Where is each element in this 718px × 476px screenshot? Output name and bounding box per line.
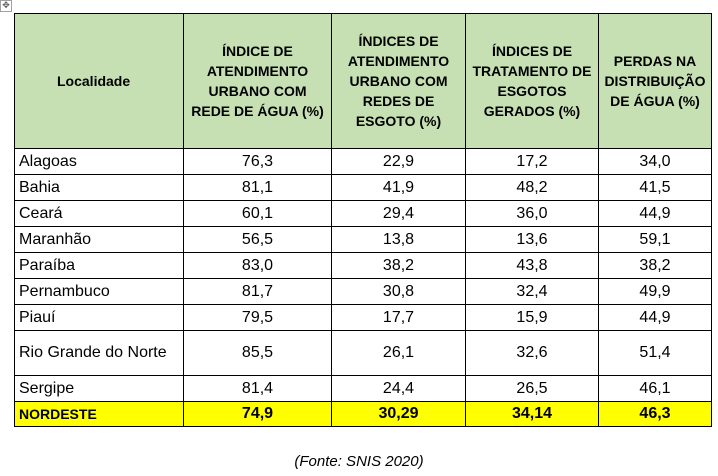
row-water-service: 85,5 (183, 330, 332, 376)
header-sewage-treatment-index: ÍNDICES DE TRATAMENTO DE ESGOTOS GERADOS… (465, 13, 599, 149)
table-move-handle-icon[interactable]: ✥ (0, 0, 12, 12)
row-sewage-treatment: 17,2 (465, 148, 599, 175)
row-sewage-service: 22,9 (331, 148, 466, 175)
row-location: Ceará (14, 200, 184, 227)
total-water-service: 74,9 (183, 401, 332, 427)
row-location: Piauí (14, 304, 184, 331)
table-row: Maranhão 56,5 13,8 13,6 59,1 (14, 226, 712, 253)
row-location: Paraíba (14, 252, 184, 279)
header-row: Localidade ÍNDICE DE ATENDIMENTO URBANO … (14, 13, 712, 149)
row-location: Pernambuco (14, 278, 184, 305)
row-sewage-treatment: 36,0 (465, 200, 599, 227)
row-sewage-service: 17,7 (331, 304, 466, 331)
row-water-losses: 41,5 (598, 174, 712, 201)
row-location: Alagoas (14, 148, 184, 175)
row-water-losses: 59,1 (598, 226, 712, 253)
row-water-service: 81,1 (183, 174, 332, 201)
row-sewage-service: 13,8 (331, 226, 466, 253)
row-sewage-treatment: 32,4 (465, 278, 599, 305)
table-row: Alagoas 76,3 22,9 17,2 34,0 (14, 148, 712, 175)
header-sewage-service-index: ÍNDICES DE ATENDIMENTO URBANO COM REDES … (331, 13, 466, 149)
row-sewage-service: 30,8 (331, 278, 466, 305)
row-sewage-service: 29,4 (331, 200, 466, 227)
row-sewage-service: 24,4 (331, 375, 466, 402)
row-water-service: 81,7 (183, 278, 332, 305)
row-water-losses: 49,9 (598, 278, 712, 305)
row-sewage-service: 38,2 (331, 252, 466, 279)
table-row: Rio Grande do Norte 85,5 26,1 32,6 51,4 (14, 330, 712, 376)
sanitation-table: Localidade ÍNDICE DE ATENDIMENTO URBANO … (14, 13, 712, 427)
table-row: Ceará 60,1 29,4 36,0 44,9 (14, 200, 712, 227)
table-row: Sergipe 81,4 24,4 26,5 46,1 (14, 375, 712, 402)
table-row: Bahia 81,1 41,9 48,2 41,5 (14, 174, 712, 201)
row-water-service: 60,1 (183, 200, 332, 227)
row-sewage-treatment: 13,6 (465, 226, 599, 253)
row-water-service: 76,3 (183, 148, 332, 175)
row-sewage-treatment: 32,6 (465, 330, 599, 376)
source-caption: (Fonte: SNIS 2020) (294, 453, 424, 470)
row-water-losses: 34,0 (598, 148, 712, 175)
total-sewage-treatment: 34,14 (465, 401, 599, 427)
row-location: Maranhão (14, 226, 184, 253)
row-sewage-treatment: 43,8 (465, 252, 599, 279)
row-water-service: 81,4 (183, 375, 332, 402)
table-row: Pernambuco 81,7 30,8 32,4 49,9 (14, 278, 712, 305)
row-water-losses: 46,1 (598, 375, 712, 402)
row-sewage-treatment: 15,9 (465, 304, 599, 331)
row-location: Bahia (14, 174, 184, 201)
header-water-distribution-losses: PERDAS NA DISTRIBUIÇÃO DE ÁGUA (%) (598, 13, 712, 149)
header-water-service-index: ÍNDICE DE ATENDIMENTO URBANO COM REDE DE… (183, 13, 332, 149)
total-water-losses: 46,3 (598, 401, 712, 427)
row-water-losses: 44,9 (598, 304, 712, 331)
row-water-losses: 38,2 (598, 252, 712, 279)
row-water-service: 79,5 (183, 304, 332, 331)
table-row: Paraíba 83,0 38,2 43,8 38,2 (14, 252, 712, 279)
total-row: NORDESTE 74,9 30,29 34,14 46,3 (14, 401, 712, 427)
row-sewage-service: 26,1 (331, 330, 466, 376)
row-sewage-service: 41,9 (331, 174, 466, 201)
row-water-service: 56,5 (183, 226, 332, 253)
header-localidade: Localidade (14, 13, 184, 149)
total-sewage-service: 30,29 (331, 401, 466, 427)
row-sewage-treatment: 26,5 (465, 375, 599, 402)
row-location: Sergipe (14, 375, 184, 402)
row-location: Rio Grande do Norte (14, 330, 184, 376)
total-label: NORDESTE (14, 401, 184, 427)
row-water-service: 83,0 (183, 252, 332, 279)
row-sewage-treatment: 48,2 (465, 174, 599, 201)
row-water-losses: 44,9 (598, 200, 712, 227)
row-water-losses: 51,4 (598, 330, 712, 376)
table-row: Piauí 79,5 17,7 15,9 44,9 (14, 304, 712, 331)
